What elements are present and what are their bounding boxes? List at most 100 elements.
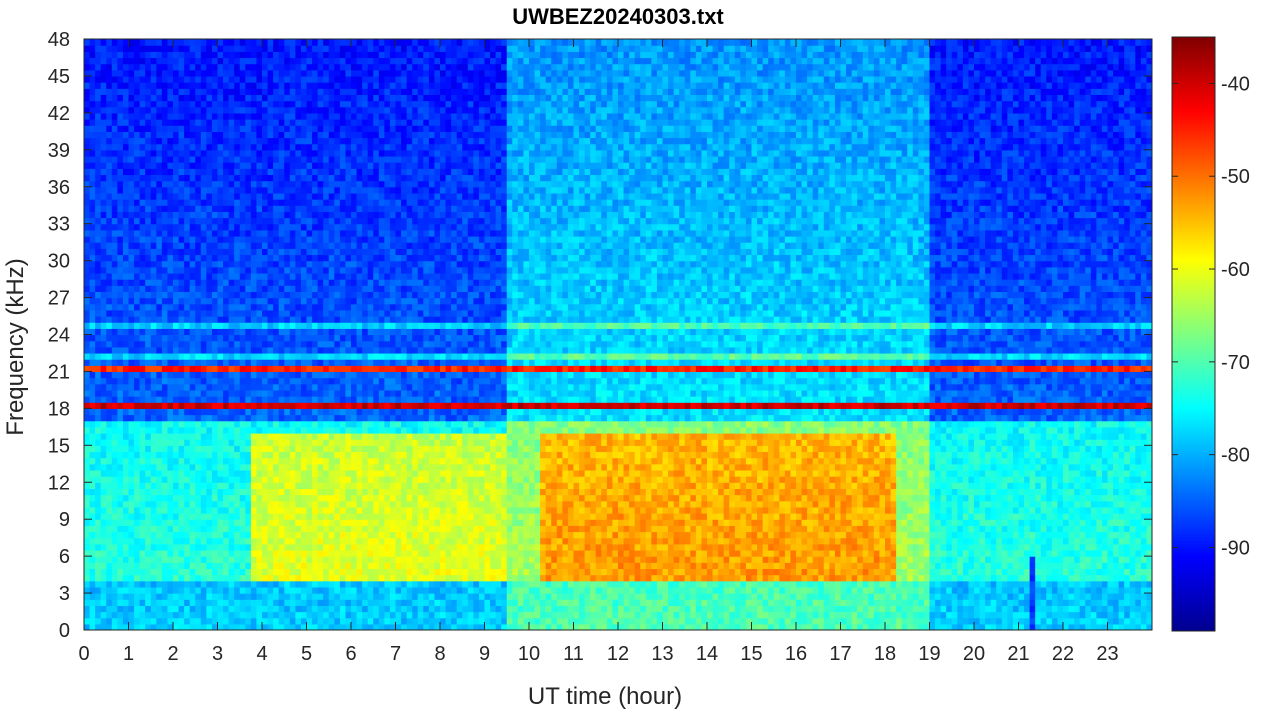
heatmap-cell xyxy=(111,303,118,311)
heatmap-cell xyxy=(317,562,324,570)
heatmap-cell xyxy=(206,457,213,465)
heatmap-cell xyxy=(150,63,157,71)
heatmap-cell xyxy=(178,549,185,557)
heatmap-cell xyxy=(150,531,157,539)
heatmap-cell xyxy=(89,396,96,403)
heatmap-cell xyxy=(100,593,107,600)
heatmap-cell xyxy=(284,494,291,502)
heatmap-cell xyxy=(117,519,124,526)
heatmap-cell xyxy=(300,562,308,570)
heatmap-cell xyxy=(128,199,135,206)
heatmap-cell xyxy=(334,469,341,477)
heatmap-cell xyxy=(262,186,269,194)
heatmap-cell xyxy=(278,229,285,237)
heatmap-cell xyxy=(211,186,219,194)
heatmap-cell xyxy=(239,445,246,453)
heatmap-cell xyxy=(145,359,152,366)
heatmap-cell xyxy=(278,420,285,428)
heatmap-cell xyxy=(184,457,191,465)
heatmap-cell xyxy=(228,82,235,89)
heatmap-cell xyxy=(156,217,163,225)
heatmap-cell xyxy=(262,617,269,625)
heatmap-cell xyxy=(173,439,180,446)
heatmap-cell xyxy=(273,168,280,176)
heatmap-cell xyxy=(323,254,330,262)
heatmap-cell xyxy=(228,402,235,409)
heatmap-cell xyxy=(150,291,157,299)
heatmap-cell xyxy=(106,617,113,625)
heatmap-cell xyxy=(312,402,319,409)
heatmap-cell xyxy=(295,383,302,391)
heatmap-cell xyxy=(323,69,330,77)
heatmap-cell xyxy=(245,482,252,490)
heatmap-cell xyxy=(367,51,374,59)
heatmap-cell xyxy=(173,537,180,545)
heatmap-cell xyxy=(250,88,258,96)
heatmap-cell xyxy=(95,272,102,280)
heatmap-cell xyxy=(245,513,252,520)
heatmap-cell xyxy=(284,549,291,557)
heatmap-cell xyxy=(167,396,174,403)
heatmap-cell xyxy=(217,106,224,114)
heatmap-cell xyxy=(267,334,274,342)
heatmap-cell xyxy=(117,211,124,219)
heatmap-cell xyxy=(300,586,308,594)
heatmap-cell xyxy=(234,217,241,225)
heatmap-cell xyxy=(173,51,180,59)
heatmap-cell xyxy=(122,433,130,440)
heatmap-cell xyxy=(223,75,230,83)
heatmap-cell xyxy=(117,248,124,256)
heatmap-cell xyxy=(367,217,374,225)
heatmap-cell xyxy=(106,168,113,176)
heatmap-cell xyxy=(106,328,113,336)
heatmap-cell xyxy=(84,248,91,256)
heatmap-cell xyxy=(150,494,157,502)
heatmap-cell xyxy=(167,316,174,323)
heatmap-cell xyxy=(234,100,241,108)
heatmap-cell xyxy=(284,586,291,594)
heatmap-cell xyxy=(167,125,174,132)
heatmap-cell xyxy=(262,408,269,416)
heatmap-cell xyxy=(284,217,291,225)
heatmap-cell xyxy=(167,199,174,206)
heatmap-cell xyxy=(134,285,141,293)
heatmap-cell xyxy=(195,451,202,459)
heatmap-cell xyxy=(312,69,319,77)
heatmap-cell xyxy=(278,309,285,317)
heatmap-cell xyxy=(106,396,113,403)
heatmap-cell xyxy=(178,476,185,483)
heatmap-cell xyxy=(356,519,363,526)
heatmap-cell xyxy=(95,593,102,600)
heatmap-cell xyxy=(339,580,347,588)
heatmap-cell xyxy=(100,562,107,570)
heatmap-cell xyxy=(106,229,113,237)
heatmap-cell xyxy=(150,112,157,120)
heatmap-cell xyxy=(295,593,302,600)
heatmap-cell xyxy=(334,149,341,157)
heatmap-cell xyxy=(323,340,330,348)
heatmap-cell xyxy=(295,57,302,65)
heatmap-cell xyxy=(128,125,135,132)
heatmap-cell xyxy=(89,168,96,176)
heatmap-cell xyxy=(339,396,347,403)
heatmap-cell xyxy=(339,426,347,434)
heatmap-cell xyxy=(239,100,246,108)
heatmap-cell xyxy=(245,396,252,403)
heatmap-cell xyxy=(273,469,280,477)
heatmap-cell xyxy=(334,599,341,606)
heatmap-cell xyxy=(312,39,319,46)
heatmap-cell xyxy=(223,45,230,52)
heatmap-cell xyxy=(323,611,330,619)
heatmap-cell xyxy=(195,506,202,514)
heatmap-cell xyxy=(295,543,302,551)
heatmap-cell xyxy=(278,593,285,600)
heatmap-cell xyxy=(278,469,285,477)
heatmap-cell xyxy=(312,549,319,557)
heatmap-cell xyxy=(211,494,219,502)
heatmap-cell xyxy=(189,426,196,434)
heatmap-cell xyxy=(289,75,296,83)
heatmap-cell xyxy=(362,476,369,483)
heatmap-cell xyxy=(262,316,269,323)
heatmap-cell xyxy=(323,100,330,108)
heatmap-cell xyxy=(367,402,374,409)
